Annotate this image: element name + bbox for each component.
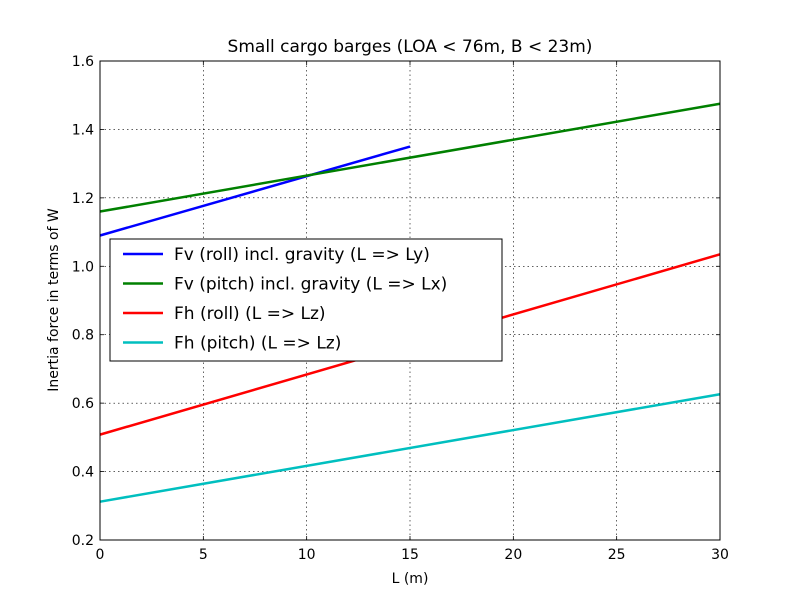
y-tick-label: 0.4: [72, 465, 94, 481]
series-line: [99, 145, 411, 237]
y-tick-label: 0.6: [72, 396, 94, 412]
y-tick-label: 1.6: [72, 54, 94, 70]
y-tick-label: 0.2: [72, 533, 94, 549]
y-tick-label: 1.2: [72, 191, 94, 207]
legend-label: Fv (roll) incl. gravity (L => Ly): [174, 245, 430, 265]
series-line: [99, 393, 721, 503]
legend-label: Fh (pitch) (L => Lz): [174, 334, 341, 354]
x-axis-label: L (m): [392, 571, 429, 587]
x-tick-label: 25: [608, 547, 626, 563]
x-tick-label: 20: [504, 547, 522, 563]
y-tick-label: 0.8: [72, 328, 94, 344]
x-tick-label: 15: [401, 547, 419, 563]
axis-ticks: 0 5 10 15 20 25 30 0.2 0.4 0.6 0.8 1.0 1.2 1.4 1.6: [72, 54, 729, 563]
legend-box: [109, 238, 503, 362]
legend-label: Fh (roll) (L => Lz): [174, 304, 326, 324]
chart-title: Small cargo barges (LOA < 76m, B < 23m): [228, 37, 593, 57]
legend-items: Fv (roll) incl. gravity (L => Ly) Fv (pit…: [123, 245, 447, 354]
y-tick-label: 1.4: [72, 122, 94, 138]
legend: Fv (roll) incl. gravity (L => Ly) Fv (pit…: [109, 238, 503, 362]
y-axis-label: Inertia force in terms of W: [46, 208, 62, 392]
legend-label: Fv (pitch) incl. gravity (L => Lx): [174, 275, 447, 295]
x-tick-label: 10: [298, 547, 316, 563]
series-line: [99, 102, 721, 213]
y-tick-label: 1.0: [72, 259, 94, 275]
x-tick-label: 5: [199, 547, 208, 563]
x-tick-label: 30: [711, 547, 729, 563]
x-tick-label: 0: [96, 547, 105, 563]
